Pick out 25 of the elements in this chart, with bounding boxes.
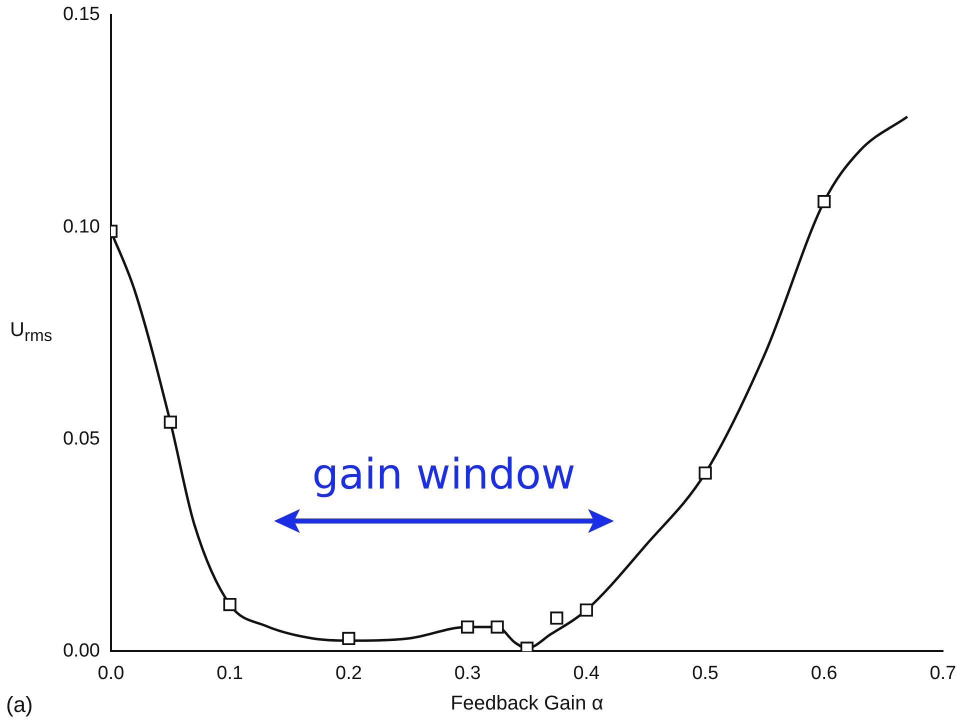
y-tick-label: 0.10 <box>62 216 100 238</box>
x-tick-label: 0.3 <box>454 662 481 684</box>
y-tick-label: 0.00 <box>62 640 100 662</box>
x-axis-title: Feedback Gain α <box>450 692 604 715</box>
text: (a) <box>6 692 33 718</box>
point <box>698 466 712 480</box>
point <box>818 195 831 208</box>
point <box>164 416 177 429</box>
y-axis-title: U$_{rms}$ <box>10 319 52 346</box>
x-tick-label: 0.2 <box>335 662 362 684</box>
y-tick-label: 0.05 <box>62 428 100 450</box>
point <box>342 632 356 646</box>
point <box>550 612 564 625</box>
x-tick-label: 0.1 <box>216 662 244 684</box>
x-tick-label: 0.7 <box>930 662 956 684</box>
annotation: gain window <box>312 449 576 498</box>
point <box>461 620 474 634</box>
point <box>490 620 504 634</box>
x-tick-label: 0.5 <box>692 662 718 684</box>
point <box>580 604 593 617</box>
x-tick-label: 0.4 <box>573 662 600 684</box>
y-tick-label: 0.15 <box>62 4 100 26</box>
point <box>223 598 236 612</box>
x-tick-label: 0.6 <box>810 662 838 684</box>
x-tick-label: 0.0 <box>98 662 124 684</box>
